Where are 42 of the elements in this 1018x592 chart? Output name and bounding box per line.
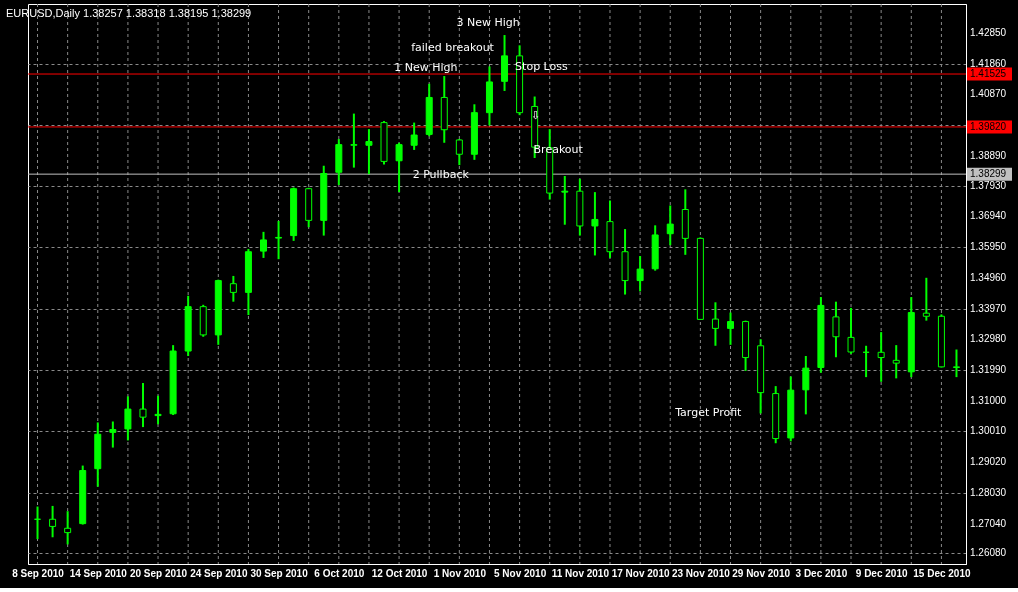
y-tick-label: 1.33970 bbox=[970, 302, 1007, 314]
y-tick-label: 1.34960 bbox=[970, 271, 1007, 283]
y-tick-label: 1.26080 bbox=[970, 547, 1007, 559]
ref-line-label: 1.39820 bbox=[970, 120, 1007, 132]
x-tick-label: 20 Sep 2010 bbox=[129, 567, 188, 579]
annotation: 3 New High bbox=[456, 15, 520, 29]
x-tick-label: 17 Nov 2010 bbox=[611, 567, 670, 579]
x-tick-label: 6 Oct 2010 bbox=[314, 567, 365, 579]
y-tick-label: 1.30010 bbox=[970, 425, 1007, 437]
y-tick-label: 1.41860 bbox=[970, 57, 1007, 69]
ref-line-label: 1.38299 bbox=[970, 168, 1007, 180]
y-tick-label: 1.29020 bbox=[970, 456, 1007, 468]
y-tick-label: 1.31000 bbox=[970, 394, 1007, 406]
y-tick-label: 1.27040 bbox=[970, 517, 1007, 529]
x-tick-label: 23 Nov 2010 bbox=[671, 567, 731, 579]
ref-line-label: 1.41525 bbox=[970, 68, 1007, 80]
x-tick-label: 29 Nov 2010 bbox=[732, 567, 791, 579]
x-tick-label: 5 Nov 2010 bbox=[493, 567, 547, 579]
y-tick-label: 1.32980 bbox=[970, 333, 1007, 345]
x-tick-label: 14 Sep 2010 bbox=[69, 567, 128, 579]
x-tick-label: 8 Sep 2010 bbox=[12, 567, 65, 579]
x-tick-label: 1 Nov 2010 bbox=[433, 567, 487, 579]
y-tick-label: 1.38890 bbox=[970, 149, 1007, 161]
x-tick-label: 3 Dec 2010 bbox=[795, 567, 848, 579]
x-tick-label: 24 Sep 2010 bbox=[190, 567, 248, 579]
x-tick-label: 9 Dec 2010 bbox=[855, 567, 908, 579]
annotation: Target Profit bbox=[674, 406, 743, 420]
y-tick-label: 1.36940 bbox=[970, 210, 1007, 222]
annotation: ⇩ bbox=[530, 109, 541, 122]
x-tick-label: 11 Nov 2010 bbox=[551, 567, 610, 579]
annotation: 2 Pullback bbox=[412, 168, 470, 182]
y-tick-label: 1.37930 bbox=[970, 179, 1007, 191]
y-tick-label: 1.31990 bbox=[970, 363, 1007, 375]
x-tick-label: 15 Dec 2010 bbox=[913, 567, 971, 579]
x-tick-label: 12 Oct 2010 bbox=[371, 567, 428, 579]
x-tick-label: 30 Sep 2010 bbox=[250, 567, 309, 579]
annotation: failed breakout bbox=[411, 40, 495, 54]
y-tick-label: 1.40870 bbox=[970, 88, 1007, 100]
annotation: 1 New High bbox=[394, 61, 458, 75]
y-tick-label: 1.35950 bbox=[970, 241, 1007, 253]
y-tick-label: 1.28030 bbox=[970, 486, 1007, 498]
y-tick-label: 1.42850 bbox=[970, 26, 1007, 38]
